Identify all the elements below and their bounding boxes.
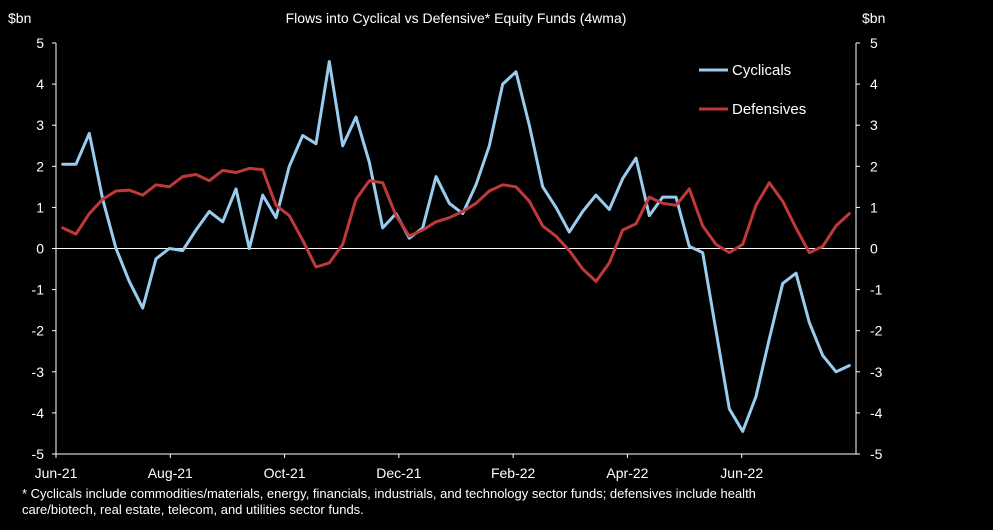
left-tick-label: 3	[36, 117, 44, 133]
x-tick-label: Jun-21	[35, 465, 78, 481]
right-tick-label: -1	[870, 282, 883, 298]
left-tick-label: -5	[32, 446, 45, 462]
right-tick-label: 4	[870, 76, 878, 92]
legend-label-defensives: Defensives	[732, 101, 806, 118]
x-tick-label: Aug-21	[148, 465, 193, 481]
chart-title: Flows into Cyclical vs Defensive* Equity…	[286, 10, 627, 26]
legend-label-cyclicals: Cyclicals	[732, 62, 791, 79]
left-tick-label: -3	[32, 364, 45, 380]
x-tick-label: Jun-22	[720, 465, 763, 481]
left-tick-label: -4	[32, 405, 45, 421]
x-tick-label: Dec-21	[376, 465, 421, 481]
right-axis-ticks: 5 4 3 2 1 0 -1 -2 -3 -4 -5	[856, 35, 883, 462]
right-tick-label: 5	[870, 35, 878, 51]
left-axis-unit: $bn	[8, 10, 31, 26]
left-tick-label: 5	[36, 35, 44, 51]
series-line-defensives	[61, 166, 851, 283]
right-axis-unit: $bn	[862, 10, 885, 26]
footnote: * Cyclicals include commodities/material…	[22, 486, 982, 518]
right-tick-label: -2	[870, 323, 883, 339]
x-tick-label: Oct-21	[264, 465, 306, 481]
right-tick-label: -5	[870, 446, 883, 462]
left-tick-label: -2	[32, 323, 45, 339]
left-tick-label: 0	[36, 241, 44, 257]
series-lines	[61, 60, 851, 433]
left-tick-label: 1	[36, 199, 44, 215]
right-tick-label: -3	[870, 364, 883, 380]
x-tick-label: Feb-22	[491, 465, 536, 481]
x-tick-label: Apr-22	[606, 465, 648, 481]
left-tick-label: 4	[36, 76, 44, 92]
x-axis-ticks: Jun-21 Aug-21 Oct-21 Dec-21 Feb-22 Apr-22 Jun-…	[35, 454, 763, 481]
left-axis-ticks: 5 4 3 2 1 0 -1 -2 -3 -4 -5	[32, 35, 56, 462]
right-tick-label: -4	[870, 405, 883, 421]
right-tick-label: 3	[870, 117, 878, 133]
right-tick-label: 2	[870, 158, 878, 174]
right-tick-label: 0	[870, 241, 878, 257]
footnote-line-1: * Cyclicals include commodities/material…	[22, 486, 756, 501]
right-tick-label: 1	[870, 199, 878, 215]
series-line-cyclicals	[61, 60, 851, 433]
left-tick-label: -1	[32, 282, 45, 298]
footnote-line-2: care/biotech, real estate, telecom, and …	[22, 502, 364, 517]
legend: Cyclicals Defensives	[699, 62, 806, 118]
left-tick-label: 2	[36, 158, 44, 174]
